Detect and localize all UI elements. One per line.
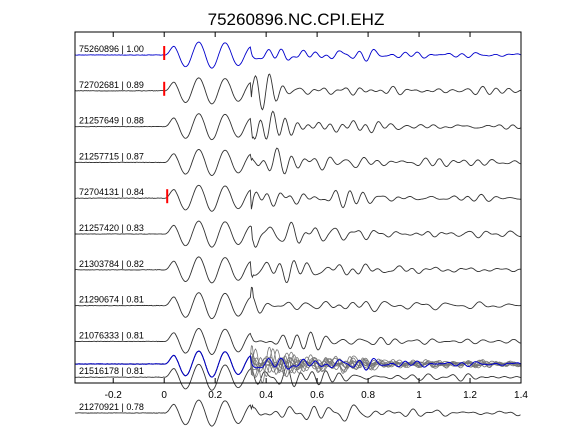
trace-label: 21257649 | 0.88 [79,116,144,126]
x-tick-label: 0.4 [259,390,273,401]
trace-label-bg [77,114,163,126]
plot-frame [74,31,522,384]
stack-template-line [74,350,521,378]
trace-label-bg [77,293,163,305]
trace-label-bg [77,150,163,162]
x-tick-label: 1.4 [514,390,528,401]
trace-label: 21516178 | 0.81 [79,366,144,376]
trace-labels-group: 75260896 | 1.00 72702681 | 0.89 21257649 |… [77,43,163,412]
trace-label: 72704131 | 0.84 [79,187,144,197]
trace-line [74,399,521,427]
trace-label-bg [77,78,163,90]
trace-label-bg [77,257,163,269]
traces-group [74,41,521,427]
trace-line [75,363,521,391]
trace-line [74,256,521,284]
trace-line [74,147,521,176]
trace-label: 21257420 | 0.83 [79,223,144,233]
trace-line [75,220,521,248]
trace-label: 21270921 | 0.78 [79,402,144,412]
x-tick-label: 1.2 [463,390,477,401]
trace-label-bg [77,365,163,377]
trace-label: 75260896 | 1.00 [79,44,144,54]
trace-label-bg [77,222,163,233]
trace-label: 21257715 | 0.87 [79,151,144,161]
trace-label: 21290674 | 0.81 [79,295,144,305]
trace-label-bg [77,329,163,341]
trace-label: 21076333 | 0.81 [79,330,144,340]
trace-line [74,328,521,355]
x-tick-label: 0 [161,390,167,401]
trace-label: 72702681 | 0.89 [79,80,144,90]
trace-label-bg [77,186,163,198]
x-tick-label: 0.8 [361,390,375,401]
trace-line [74,184,521,212]
x-tick-label: 0.6 [310,390,324,401]
trace-label-bg [77,401,163,412]
trace-label-bg [77,43,163,54]
x-tick-label: 0.2 [208,390,222,401]
x-axis: -0.2 0 0.2 0.4 0.6 0.8 1 1.2 1.4 [105,32,528,401]
x-tick-label: 1 [416,390,422,401]
pick-markers-group [163,46,169,204]
chart-title: 75260896.NC.CPI.EHZ [208,10,385,29]
trace-line [75,286,521,320]
trace-line [74,41,521,69]
trace-line [74,110,521,141]
trace-line [74,73,521,111]
x-tick-label: -0.2 [105,390,123,401]
trace-label: 21303784 | 0.82 [79,259,144,269]
